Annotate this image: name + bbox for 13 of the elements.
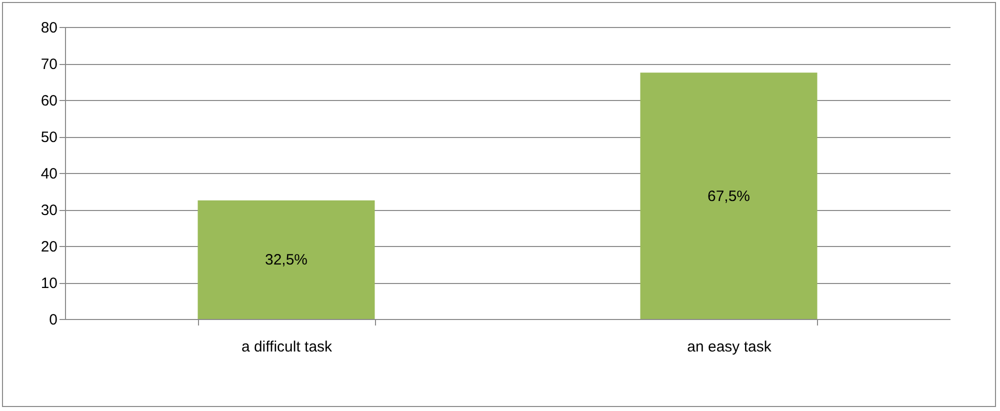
y-tick-label: 20: [40, 238, 58, 256]
y-tick-label: 0: [49, 312, 58, 328]
y-tick-label: 50: [40, 129, 58, 146]
data-label: 67,5%: [707, 188, 750, 205]
y-tick-label: 10: [40, 275, 58, 292]
y-tick-label: 40: [40, 166, 58, 182]
x-tick-label: an easy task: [687, 338, 772, 356]
x-tick-label: a difficult task: [241, 338, 333, 356]
y-tick-label: 60: [40, 92, 58, 110]
y-tick-label: 30: [40, 202, 58, 219]
data-label: 32,5%: [264, 252, 308, 269]
y-tick-label: 70: [40, 56, 58, 73]
y-tick-label: 80: [40, 20, 58, 36]
